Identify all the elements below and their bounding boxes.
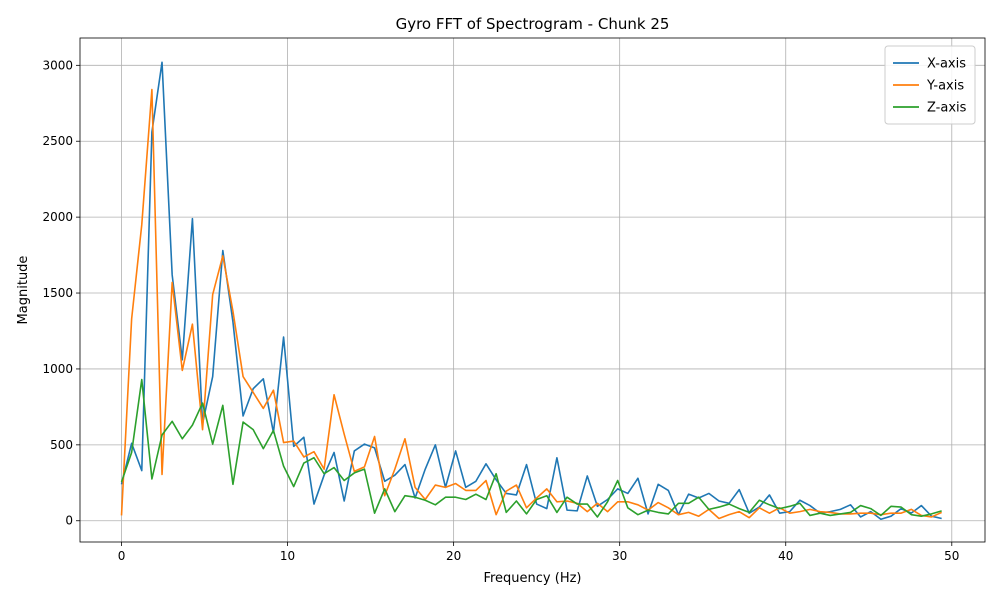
y-tick-label: 2500 (42, 134, 73, 148)
x-tick-label: 10 (280, 549, 295, 563)
series-layer (120, 61, 942, 521)
legend-label-z-axis: Z-axis (927, 101, 967, 116)
chart-title: Gyro FFT of Spectrogram - Chunk 25 (396, 15, 670, 33)
series-line-x-axis (120, 61, 942, 521)
x-tick-label: 30 (612, 549, 627, 563)
legend-label-x-axis: X-axis (927, 57, 966, 72)
x-tick-label: 50 (944, 549, 959, 563)
x-tick-label: 0 (118, 549, 126, 563)
x-tick-label: 40 (778, 549, 793, 563)
y-tick-label: 1500 (42, 286, 73, 300)
series-line-z-axis (120, 378, 942, 518)
y-tick-label: 500 (50, 438, 73, 452)
y-tick-label: 2000 (42, 210, 73, 224)
x-axis-label: Frequency (Hz) (483, 571, 581, 586)
legend-box (884, 45, 976, 125)
y-tick-label: 0 (65, 514, 73, 528)
y-axis-label: Magnitude (16, 256, 31, 325)
y-tick-label: 3000 (42, 58, 73, 72)
x-tick-label: 20 (446, 549, 461, 563)
legend: X-axis Y-axis Z-axis (884, 45, 976, 125)
y-tick-label: 1000 (42, 362, 73, 376)
plot-frame (79, 37, 986, 543)
legend-label-y-axis: Y-axis (926, 79, 964, 94)
